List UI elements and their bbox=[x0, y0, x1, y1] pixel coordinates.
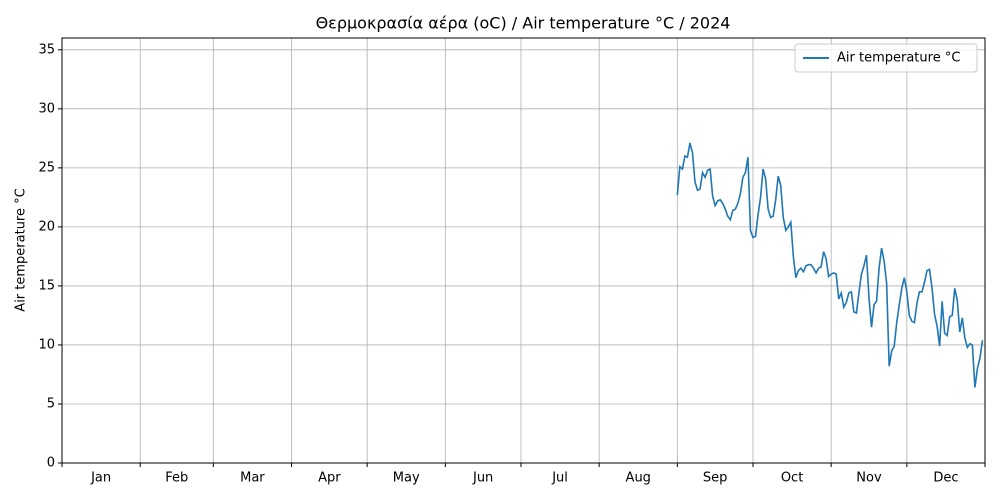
y-tick-label: 30 bbox=[38, 101, 55, 116]
x-tick-label: Jun bbox=[472, 471, 493, 486]
x-tick-label: Sep bbox=[703, 471, 728, 486]
y-tick-label: 15 bbox=[38, 278, 55, 293]
x-tick-label: Dec bbox=[933, 471, 958, 486]
chart-title: Θερμοκρασία αέρα (oC) / Air temperature … bbox=[316, 14, 731, 33]
x-tick-label: Jul bbox=[551, 471, 568, 486]
x-tick-label: Oct bbox=[781, 471, 803, 486]
y-tick-label: 10 bbox=[38, 337, 55, 352]
legend-label: Air temperature °C bbox=[837, 51, 960, 66]
y-tick-label: 0 bbox=[47, 456, 55, 471]
x-tick-label: Apr bbox=[318, 471, 341, 486]
y-axis-label: Air temperature °C bbox=[14, 188, 29, 311]
legend-box bbox=[794, 43, 978, 73]
x-tick-label: Aug bbox=[626, 471, 651, 486]
y-tick-label: 5 bbox=[47, 396, 55, 411]
x-tick-label: Feb bbox=[165, 471, 188, 486]
y-tick-label: 35 bbox=[38, 42, 55, 57]
y-tick-label: 20 bbox=[38, 219, 55, 234]
x-tick-label: Mar bbox=[240, 471, 265, 486]
x-tick-label: May bbox=[393, 471, 420, 486]
plot-frame bbox=[61, 37, 986, 464]
x-tick-label: Jan bbox=[90, 471, 111, 486]
y-tick-label: 25 bbox=[38, 160, 55, 175]
x-tick-label: Nov bbox=[856, 471, 882, 486]
data-line bbox=[676, 142, 984, 388]
